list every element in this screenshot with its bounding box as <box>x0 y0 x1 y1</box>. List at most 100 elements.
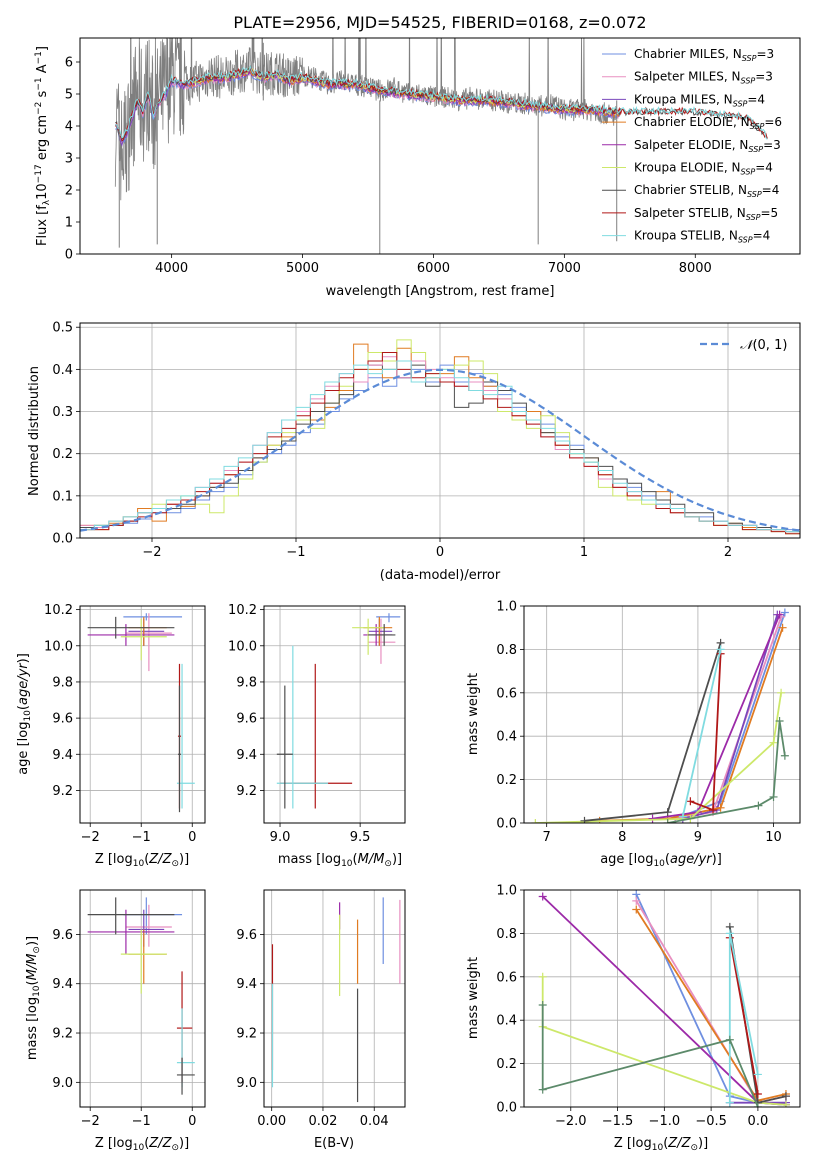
x-axis-label: mass [log10(M/M⊙)] <box>278 852 402 869</box>
y-tick-label: 10.2 <box>228 603 257 618</box>
label-part: mass [log <box>278 852 341 867</box>
y-tick-label: 9.8 <box>52 675 73 690</box>
label-part: Z/Z <box>148 1136 172 1151</box>
x-tick-label: 9 <box>694 830 702 845</box>
label-part: −17 <box>34 164 44 183</box>
label-part: mass [log <box>25 997 40 1060</box>
x-tick-label: −0.5 <box>695 1114 727 1129</box>
legend-label-base: Chabrier ELODIE, N <box>634 115 750 129</box>
label-part: ⊙ <box>171 859 179 869</box>
y-tick-label: 10.2 <box>44 603 73 618</box>
legend-label-tail: =3 <box>763 138 781 152</box>
legend-label-base: Salpeter STELIB, N <box>634 206 746 220</box>
axes-frame <box>79 37 801 255</box>
weight-marker <box>725 1098 734 1107</box>
y-tick-label: 0.0 <box>496 817 517 832</box>
label-part: Z [log <box>614 1136 652 1151</box>
label-part: ⊙ <box>171 1143 179 1153</box>
label-part: ( <box>16 705 31 710</box>
y-tick-label: 9.8 <box>236 675 257 690</box>
label-part: −1 <box>34 51 44 64</box>
y-tick-label: 9.0 <box>52 1076 73 1091</box>
legend-label-tail: =4 <box>755 161 773 175</box>
label-part: 10 <box>23 710 33 722</box>
label-part: )] <box>16 653 31 663</box>
weight-marker <box>775 610 784 619</box>
label-part: 10 <box>341 859 353 869</box>
weight-marker <box>538 1085 547 1094</box>
weight-marker <box>769 738 778 747</box>
x-tick-label: −1 <box>286 545 305 560</box>
label-part: 10 <box>35 183 50 200</box>
y-tick-label: 9.4 <box>52 748 73 763</box>
y-tick-label: 0.4 <box>52 363 73 378</box>
weight-marker <box>686 797 695 806</box>
legend-label-tail: =4 <box>747 92 765 106</box>
weight-marker <box>663 808 672 817</box>
legend-label-base: Chabrier STELIB, N <box>634 183 747 197</box>
weight-marker <box>531 819 540 823</box>
y-tick-label: 0.2 <box>52 447 73 462</box>
x-tick-label: 0 <box>436 545 444 560</box>
x-tick-label: −1 <box>132 830 151 845</box>
label-part: ] <box>35 46 50 51</box>
legend-label-sub: SSP <box>748 145 763 154</box>
x-axis-label: wavelength [Angstrom, rest frame] <box>326 284 555 299</box>
weight-line-kroupa-elodie <box>535 692 782 823</box>
legend-label-sub: SSP <box>750 122 765 131</box>
label-part: M/M <box>25 954 40 981</box>
x-axis-label: E(B-V) <box>314 1136 354 1151</box>
axes-frame <box>79 889 206 1108</box>
legend-label-sub: SSP <box>738 236 753 245</box>
y-tick-label: 0.4 <box>496 1014 517 1029</box>
weight-marker <box>663 819 672 823</box>
x-tick-label: 7 <box>543 830 551 845</box>
weight-marker <box>716 645 725 654</box>
plot-area <box>114 38 768 254</box>
label-part: )] <box>392 852 402 867</box>
x-axis-label: Z [log10(Z/Z⊙)] <box>614 1136 708 1153</box>
x-tick-label: −2 <box>81 1114 100 1129</box>
weight-marker <box>780 751 789 760</box>
label-part: ( <box>144 852 149 867</box>
legend-label-base: Kroupa STELIB, N <box>634 229 738 243</box>
y-tick-label: 9.6 <box>52 928 73 943</box>
plot-area <box>87 897 195 1095</box>
weight-marker <box>678 812 687 821</box>
y-tick-label: 9.4 <box>52 977 73 992</box>
y-tick-label: 0.0 <box>52 532 73 547</box>
y-tick-label: 0.2 <box>496 1057 517 1072</box>
legend-label: Kroupa MILES, NSSP=4 <box>634 92 765 108</box>
y-tick-label: 9.6 <box>236 928 257 943</box>
x-tick-label: 0.04 <box>360 1114 389 1129</box>
y-tick-label: 0.4 <box>496 730 517 745</box>
weight-line-salpeter-elodie <box>652 614 781 820</box>
y-tick-label: 1.0 <box>496 884 517 899</box>
label-part: ⊙ <box>690 1143 698 1153</box>
weight-marker <box>538 892 547 901</box>
y-tick-label: 0 <box>65 248 73 263</box>
x-tick-label: 0.02 <box>308 1114 337 1129</box>
weight-line-extra <box>541 1005 759 1107</box>
legend-label: Salpeter ELODIE, NSSP=3 <box>634 138 781 154</box>
label-part: Z [log <box>95 852 133 867</box>
y-tick-label: 9.0 <box>236 1076 257 1091</box>
y-tick-label: 4 <box>65 120 73 135</box>
x-axis-label: (data-model)/error <box>380 568 501 583</box>
x-tick-label: −2.0 <box>555 1114 587 1129</box>
legend-label-base: Kroupa MILES, N <box>634 92 733 106</box>
legend-label-sub: SSP <box>733 99 748 108</box>
weight-line-chabrier-elodie <box>599 627 784 822</box>
legend-label: Kroupa STELIB, NSSP=4 <box>634 229 770 245</box>
y-tick-label: 6 <box>65 56 73 71</box>
weight-marker <box>709 805 718 814</box>
plot-massweight-vs-Z: −2.0 −1.5 −1.0 −0.5 0.0 0.0 0.2 0.4 0.6 0.8 1.0 Z [… <box>466 884 801 1153</box>
plot-area <box>538 890 790 1107</box>
weight-marker <box>580 816 589 823</box>
y-tick-label: 0.8 <box>496 643 517 658</box>
x-tick-label: −1 <box>132 1114 151 1129</box>
label-part: Flux [f <box>35 205 50 246</box>
label-part: s <box>35 90 50 101</box>
